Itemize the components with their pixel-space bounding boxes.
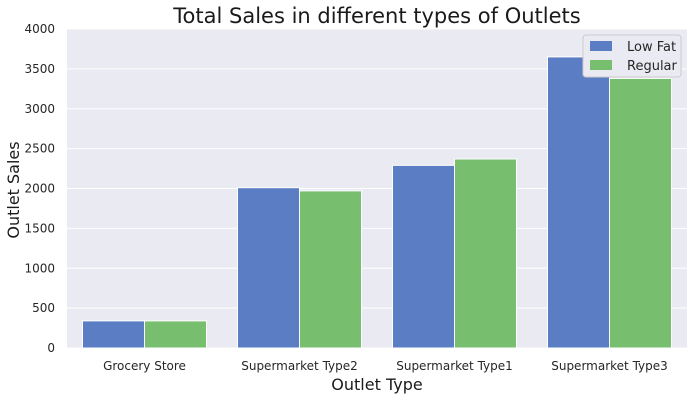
chart-title: Total Sales in different types of Outlet… (172, 4, 580, 28)
y-axis-ticks: 0 500 1000 1500 2000 2500 3000 3500 4000 (24, 22, 55, 355)
legend-label-low-fat: Low Fat (627, 40, 676, 55)
bar-regular-supermarket-type2 (299, 190, 362, 349)
legend-swatch-regular (590, 60, 612, 70)
x-tick-label-supermarket-type1: Supermarket Type1 (396, 359, 513, 373)
x-tick-label-supermarket-type2: Supermarket Type2 (241, 359, 358, 373)
bar-low-fat-supermarket-type2 (237, 187, 300, 349)
bar-regular-supermarket-type3 (609, 77, 672, 349)
bar-low-fat-supermarket-type1 (392, 164, 455, 349)
x-axis-ticks: Grocery Store Supermarket Type2 Supermarke… (103, 359, 668, 373)
y-tick-label-3500: 3500 (24, 62, 55, 76)
y-tick-label-1500: 1500 (24, 221, 55, 235)
legend-label-regular: Regular (627, 59, 678, 74)
bar-regular-supermarket-type1 (454, 158, 517, 349)
y-tick-label-2500: 2500 (24, 142, 55, 156)
y-tick-label-500: 500 (32, 301, 55, 315)
legend: Low Fat Regular (582, 34, 682, 78)
y-tick-label-3000: 3000 (24, 102, 55, 116)
legend-swatch-low-fat (590, 41, 612, 51)
y-tick-label-4000: 4000 (24, 22, 55, 36)
y-tick-label-1000: 1000 (24, 261, 55, 275)
y-tick-label-2000: 2000 (24, 182, 55, 196)
x-tick-label-grocery-store: Grocery Store (103, 359, 186, 373)
x-axis-label: Outlet Type (331, 375, 422, 394)
y-axis-label: Outlet Sales (4, 141, 23, 238)
bar-low-fat-grocery-store (82, 320, 145, 349)
bar-regular-grocery-store (144, 320, 207, 349)
x-tick-label-supermarket-type3: Supermarket Type3 (551, 359, 668, 373)
bars (82, 56, 672, 349)
y-tick-label-0: 0 (47, 341, 55, 355)
bar-low-fat-supermarket-type3 (547, 56, 610, 349)
